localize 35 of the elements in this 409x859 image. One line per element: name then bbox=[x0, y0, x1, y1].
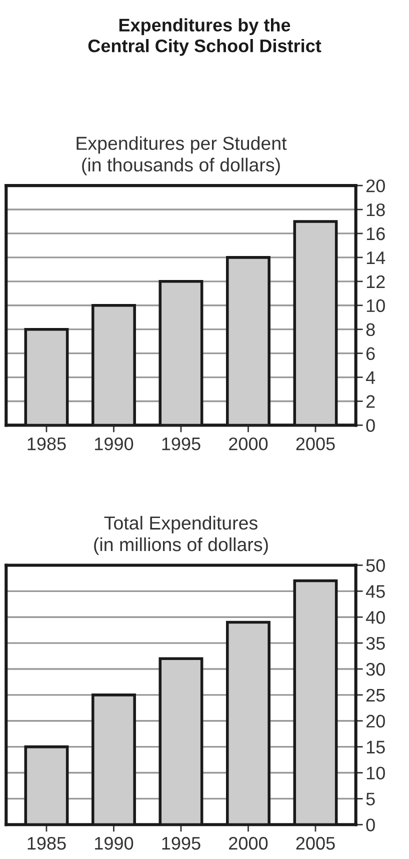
y-tick-label: 35 bbox=[366, 636, 385, 650]
y-tick-label: 15 bbox=[366, 740, 385, 754]
x-tick-label: 1985 bbox=[28, 437, 66, 450]
x-tick-label: 1985 bbox=[28, 836, 66, 850]
y-tick-label: 4 bbox=[366, 371, 376, 384]
y-tick-label: 0 bbox=[366, 818, 375, 832]
y-tick-label: 18 bbox=[366, 203, 385, 216]
chart-title: Expenditures by the Central City School District bbox=[88, 18, 322, 56]
x-tick-label: 1995 bbox=[162, 437, 200, 450]
y-tick-label: 2 bbox=[366, 395, 375, 408]
chart-subtitle: Expenditures per Student (in thousands of dollars) bbox=[76, 136, 287, 176]
y-tick-label: 14 bbox=[366, 252, 386, 264]
y-tick-label: 20 bbox=[366, 179, 385, 192]
x-tick-label: 2000 bbox=[229, 836, 268, 850]
chart-title: Total Expenditures (in millions of dollars) bbox=[94, 516, 268, 555]
y-tick-label: 25 bbox=[366, 688, 385, 702]
y-tick-label: 16 bbox=[366, 227, 385, 240]
x-tick-label: 1990 bbox=[95, 836, 134, 850]
y-tick-label: 10 bbox=[366, 299, 385, 312]
y-tick-label: 0 bbox=[366, 419, 375, 432]
y-tick-label: 12 bbox=[366, 275, 385, 288]
y-tick-label: 50 bbox=[366, 559, 385, 572]
y-tick-label: 10 bbox=[366, 766, 385, 780]
y-tick-label: 5 bbox=[366, 792, 375, 806]
y-tick-label: 30 bbox=[366, 662, 385, 676]
x-tick-label: 2005 bbox=[296, 836, 335, 850]
x-tick-label: 2000 bbox=[229, 437, 268, 450]
x-tick-label: 1995 bbox=[162, 836, 200, 850]
x-tick-label: 1990 bbox=[95, 437, 134, 450]
y-tick-label: 40 bbox=[366, 611, 385, 624]
y-tick-label: 8 bbox=[366, 323, 375, 336]
x-tick-label: 2005 bbox=[296, 437, 335, 450]
y-tick-label: 45 bbox=[366, 585, 385, 598]
y-tick-label: 6 bbox=[366, 347, 375, 360]
y-tick-label: 20 bbox=[366, 714, 385, 728]
